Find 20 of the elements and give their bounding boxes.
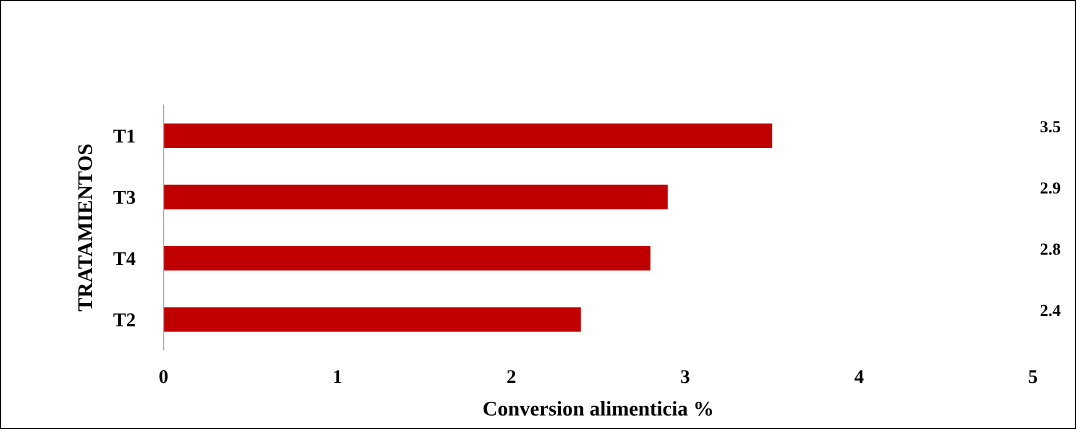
x-axis-title: Conversion alimenticia %: [483, 401, 713, 416]
y-tick-label: T3: [113, 190, 136, 204]
y-tick-label: T2: [113, 313, 135, 327]
x-tick-label: 0: [159, 370, 168, 384]
x-tick-label: 3: [681, 370, 690, 384]
data-label: 2.9: [1040, 182, 1061, 194]
data-label: 2.8: [1040, 243, 1061, 255]
y-tick-label: T4: [113, 252, 136, 265]
bar: [163, 184, 668, 210]
x-tick-label: 5: [1028, 370, 1038, 384]
x-tick-label: 1: [334, 370, 342, 383]
x-tick-label: 4: [854, 370, 864, 383]
x-tick-label: 2: [507, 370, 516, 383]
bar: [163, 245, 651, 271]
bar: [163, 123, 773, 148]
data-label: 2.4: [1040, 304, 1061, 317]
bar: [163, 307, 581, 332]
y-axis-title: TRATAMIENTOS: [78, 144, 93, 312]
data-label: 3.5: [1040, 121, 1061, 133]
y-tick-label: T1: [113, 129, 135, 143]
